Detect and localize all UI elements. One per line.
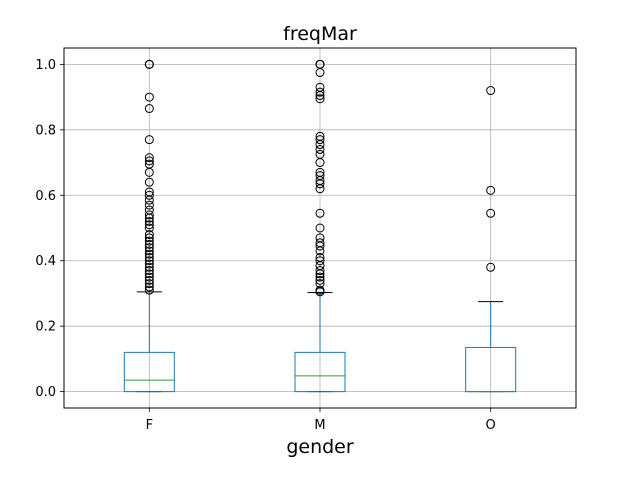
outlier-point [144,266,154,276]
axis-layer: 0.0 0.2 0.4 0.6 0.8 1.0 F M O [35,58,495,433]
outlier-point [315,272,325,282]
outlier-point [315,87,325,97]
outlier-point [144,269,154,279]
outlier-point [144,92,154,102]
outlier-point [144,195,154,205]
outlier-point [144,216,154,226]
outlier-point [315,246,325,256]
y-tick-label: 0.4 [35,254,56,269]
y-tick-label: 1.0 [35,58,56,73]
outlier-point [486,262,496,272]
outlier-point [144,135,154,145]
outlier-point [315,256,325,266]
outlier-point [144,252,154,262]
box-group-O [465,86,517,393]
box-layer [123,59,517,393]
outlier-point [486,208,496,218]
outlier-point [144,279,154,289]
outlier-point [144,243,154,253]
x-tick-label: F [146,418,153,433]
outlier-point [486,185,496,195]
outlier-point [315,135,325,145]
outlier-point [315,158,325,168]
outlier-point [144,223,154,233]
iqr-box [294,351,346,393]
outlier-point [144,233,154,243]
outlier-point [315,68,325,78]
iqr-box [123,351,175,393]
outlier-point [315,94,325,104]
outlier-point [144,153,154,163]
outlier-point [315,241,325,251]
outlier-point [144,275,154,285]
box-group-F [123,59,175,393]
outlier-point [315,287,325,297]
outlier-point [144,190,154,200]
outlier-point [144,220,154,230]
outlier-point [144,167,154,177]
outlier-point [144,200,154,210]
outlier-point [144,59,154,69]
outlier-point [144,236,154,246]
outlier-point [315,184,325,194]
outlier-point [486,86,496,96]
y-tick-label: 0.2 [35,320,56,335]
outlier-point [144,246,154,256]
outlier-point [315,223,325,233]
outlier-point [144,239,154,249]
outlier-point [144,230,154,240]
outlier-point [144,259,154,269]
box-group-M [294,59,346,393]
outlier-point [315,269,325,279]
chart-title: freqMar [283,23,357,45]
outlier-point [144,272,154,282]
outlier-point [144,156,154,166]
outlier-point [315,275,325,285]
outlier-point [144,256,154,266]
outlier-point [144,285,154,295]
outlier-point [315,144,325,154]
x-axis-label: gender [286,436,354,458]
outlier-point [144,177,154,187]
x-tick-label: M [314,418,325,433]
y-tick-label: 0.0 [35,385,56,400]
outlier-point [315,90,325,100]
outlier-point [144,282,154,292]
outlier-point [144,210,154,220]
outlier-point [144,249,154,259]
outlier-point [315,140,325,150]
outlier-point [315,208,325,218]
outlier-point [144,104,154,114]
y-tick-label: 0.6 [35,189,56,204]
y-tick-label: 0.8 [35,123,56,138]
x-tick-label: O [486,418,496,433]
grid-layer [64,48,576,408]
outlier-point [144,213,154,223]
outlier-point [315,179,325,189]
outlier-point [144,262,154,272]
outlier-point [315,266,325,276]
